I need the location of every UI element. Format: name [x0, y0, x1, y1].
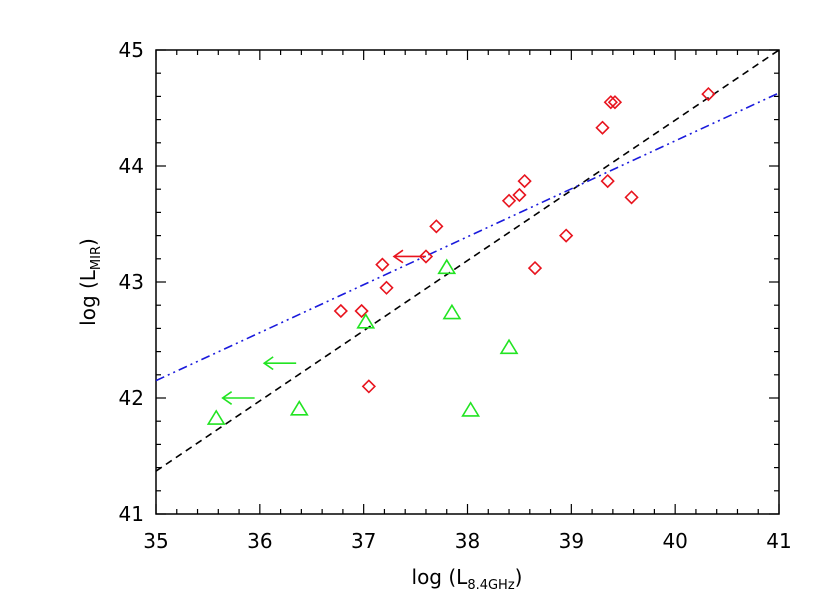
diamond-point — [595, 120, 610, 135]
triangle-point — [442, 303, 462, 320]
x-axis-title-subscript: 8.4GHz — [467, 578, 515, 593]
arrow-head — [392, 249, 404, 264]
diamond-point — [429, 219, 444, 234]
triangle-point — [289, 400, 309, 416]
arrow-head — [221, 391, 233, 405]
upper-limit-arrow — [262, 356, 297, 371]
diamond-point — [517, 173, 532, 189]
y-axis-title-suffix: ) — [76, 238, 100, 246]
diamond-point — [375, 257, 390, 272]
triangle-point — [461, 401, 481, 417]
axis-ticks — [155, 49, 780, 515]
x-axis-title-suffix: ) — [515, 565, 523, 589]
diamond-point — [379, 280, 394, 295]
diamond-point — [624, 190, 639, 205]
fit-lines — [155, 49, 780, 472]
x-axis-title: log (L8.4GHz) — [412, 565, 523, 593]
diamond-point — [418, 249, 434, 264]
fit-line-dashed — [155, 49, 780, 472]
diamond-point — [501, 193, 517, 208]
x-tick-label: 35 — [143, 529, 168, 553]
diamond-point — [701, 86, 716, 102]
diamond-point — [512, 187, 527, 203]
y-tick-label: 45 — [119, 38, 144, 62]
x-tick-label: 40 — [662, 529, 687, 553]
x-tick-label: 37 — [351, 529, 376, 553]
upper-limit-arrow — [392, 249, 426, 264]
y-axis-title-subscript: MIR — [89, 246, 104, 270]
diamond-point — [361, 379, 376, 394]
y-tick-label: 41 — [119, 502, 144, 526]
diamond-point — [559, 228, 574, 243]
triangle-point — [356, 313, 376, 329]
arrow-head — [262, 356, 274, 371]
triangle-point — [206, 409, 226, 425]
x-tick-label: 38 — [455, 529, 480, 553]
y-tick-label: 43 — [119, 270, 144, 294]
diamond-point — [527, 260, 543, 276]
diamond-point — [600, 173, 615, 189]
triangle-point — [437, 258, 457, 275]
diamond-point — [333, 303, 348, 319]
y-tick-label: 44 — [119, 154, 144, 178]
data-markers — [206, 86, 716, 425]
y-axis-title-prefix: log (L — [76, 269, 100, 326]
tick-labels: 35 36 37 38 39 40 41 41 42 43 44 45 — [119, 38, 792, 553]
diamond-point — [603, 95, 618, 110]
y-tick-label: 42 — [119, 386, 144, 410]
triangle-point — [499, 338, 519, 355]
x-tick-label: 36 — [247, 529, 272, 553]
fit-line-dash-dot — [155, 92, 780, 382]
plot-frame — [155, 49, 780, 515]
upper-limit-arrow — [221, 391, 255, 405]
x-axis-title-prefix: log (L — [412, 565, 469, 589]
x-tick-label: 39 — [559, 529, 584, 553]
y-axis-title: log (LMIR) — [76, 238, 104, 326]
x-tick-label: 41 — [766, 529, 791, 553]
diamond-point — [354, 303, 369, 319]
diamond-point — [607, 95, 623, 110]
